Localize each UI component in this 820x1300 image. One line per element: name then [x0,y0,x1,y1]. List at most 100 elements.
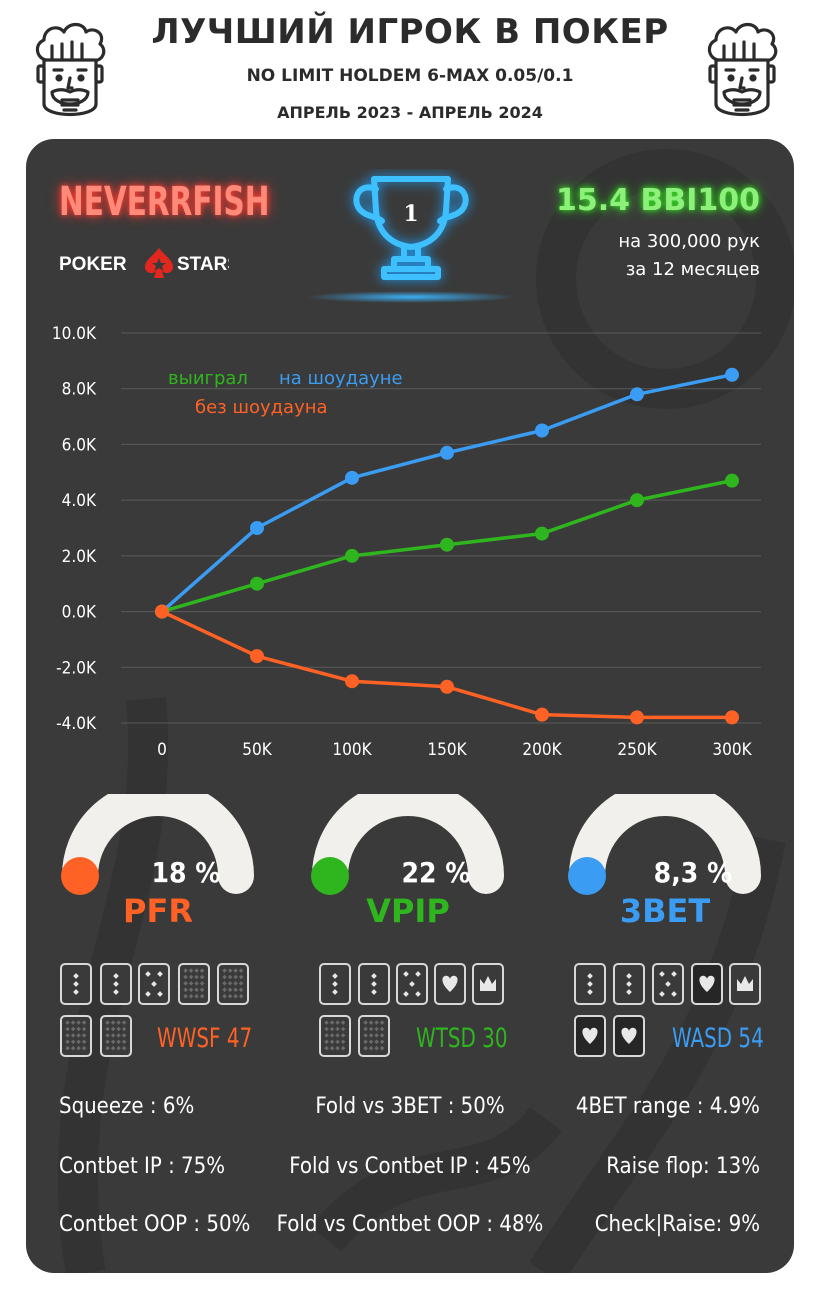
winrate-stat: 15.4 BBI100 [556,183,760,218]
date-range: АПРЕЛЬ 2023 - АПРЕЛЬ 2024 [277,103,543,122]
playing-card-icon [472,963,504,1005]
gauge-pfr: 18 % PFR [58,794,258,944]
card-back-pattern [199,974,205,980]
card-back-pattern [65,1026,70,1032]
x-tick-label: 0 [157,740,167,760]
pip [157,971,163,977]
y-tick-label: 10.0K [52,324,97,344]
card-back-pattern [121,1026,127,1032]
x-tick-label: 150K [427,740,467,760]
stat-fold-vs-3bet: Fold vs 3BET : 50% [315,1094,505,1119]
stat-raise-flop: Raise flop: 13% [606,1154,760,1179]
playing-card-icon [434,963,466,1005]
gauge-label: 3BET [619,892,711,930]
pokerstars-logo: POKER STARS [59,248,229,278]
playing-card-icon [319,1015,351,1057]
pip [371,981,377,987]
pip [151,981,157,987]
pip [626,989,632,995]
card-back-pattern [70,1026,76,1032]
legend-series-won: выиграл [168,368,248,389]
card-outline [319,1015,351,1057]
card-back-pattern [188,974,194,980]
data-point [440,445,454,460]
hands-count: на 300,000 рук [618,231,760,252]
playing-card-icon [319,963,351,1005]
card-outline [60,1015,92,1057]
data-point [250,576,264,591]
data-point [535,707,549,722]
data-point [345,470,359,485]
card-back-pattern [222,974,227,980]
pip [73,989,79,995]
stat-wtsd: WTSD 30 [416,1023,508,1054]
pip [113,989,119,995]
data-point [345,674,359,689]
playing-card-icon [613,963,645,1005]
playing-card-icon [574,1015,606,1057]
card-back-pattern [76,1026,81,1032]
y-tick-label: 0.0K [62,603,97,623]
stat-contbet-ip: Contbet IP : 75% [59,1154,226,1179]
page-title: ЛУЧШИЙ ИГРОК В ПОКЕР [151,12,669,52]
heart-icon [442,975,458,992]
gauge-label: VPIP [366,892,450,930]
pip [332,981,338,987]
stat-fold-vs-contbet-oop: Fold vs Contbet OOP : 48% [276,1212,544,1237]
x-tick-label: 250K [617,740,657,760]
playing-card-icon [100,1015,132,1057]
stat-contbet-oop: Contbet OOP : 50% [59,1212,251,1237]
gauge-value: 18 % [151,856,221,889]
stat-fold-vs-contbet-ip: Fold vs Contbet IP : 45% [289,1154,531,1179]
gauge-arc [311,794,504,895]
stat-wwsf: WWSF 47 [157,1023,253,1054]
card-back-pattern [194,974,199,980]
card-back-pattern [340,1026,346,1032]
pip [415,971,421,977]
data-point [725,710,739,725]
crown-icon [737,976,753,991]
playing-card-icon [178,963,210,1005]
chef-king-icon [35,22,106,116]
playing-cards-row [60,963,761,1057]
card-back-pattern [363,1026,368,1032]
gauge-arc [61,794,254,895]
heart-icon [621,1027,637,1044]
y-tick-label: -4.0K [56,714,97,734]
data-point [250,649,264,664]
pip [371,973,377,979]
playing-card-icon [60,963,92,1005]
playing-card-icon [358,963,390,1005]
y-tick-label: 6.0K [62,435,97,455]
gauge-indicator-dot [311,857,349,895]
playing-card-icon [138,963,170,1005]
chef-king-icon [707,22,778,116]
pip [659,971,665,977]
legend-series-no-showdown: без шоудауна [195,397,328,418]
pip [73,973,79,979]
card-outline [358,1015,390,1057]
card-back-pattern [238,974,244,980]
card-back-pattern [324,1026,329,1032]
playing-card-icon [396,963,428,1005]
card-outline [217,963,249,1005]
trophy-rank: 1 [403,201,418,227]
gauge-vpip: 22 % VPIP [308,794,508,944]
stat-wasd: WASD 54 [672,1023,764,1054]
pip [665,981,671,987]
card-back-pattern [227,974,233,980]
gauge-value: 8,3 % [653,856,733,889]
spade-star-icon [145,248,173,278]
pip [626,981,632,987]
data-point [630,493,644,508]
pip [671,991,677,997]
pip [587,981,593,987]
playing-card-icon [574,963,606,1005]
playing-card-icon [613,1015,645,1057]
playing-card-icon [729,963,761,1005]
logo-text-left: POKER [59,254,127,275]
playing-card-icon [60,1015,92,1057]
pip [157,991,163,997]
data-point [725,473,739,488]
y-tick-label: 8.0K [62,380,97,400]
